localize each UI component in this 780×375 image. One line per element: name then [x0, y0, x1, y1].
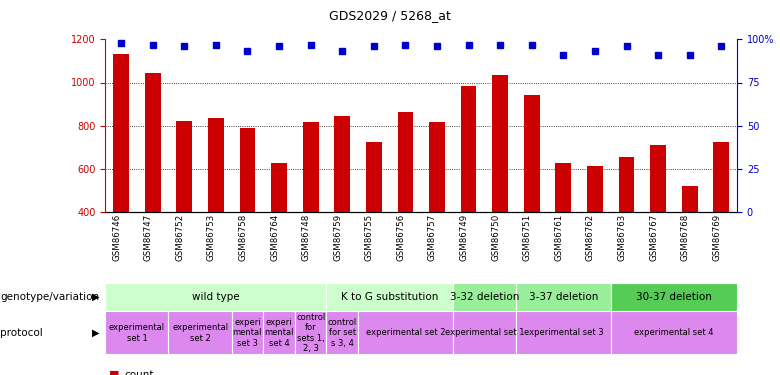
Text: ▶: ▶: [91, 292, 99, 302]
Bar: [176, 122, 192, 298]
Text: GSM86769: GSM86769: [712, 214, 722, 261]
Bar: [264, 311, 295, 354]
Bar: [398, 112, 413, 298]
Text: experimental
set 2: experimental set 2: [172, 323, 228, 342]
Bar: [358, 311, 452, 354]
Text: control
for
sets 1,
2, 3: control for sets 1, 2, 3: [296, 313, 325, 353]
Text: GSM86747: GSM86747: [144, 214, 153, 261]
Text: GSM86752: GSM86752: [176, 214, 184, 261]
Bar: [326, 283, 452, 311]
Text: experimental
set 1: experimental set 1: [109, 323, 165, 342]
Text: GSM86762: GSM86762: [586, 214, 595, 261]
Text: GSM86753: GSM86753: [207, 214, 216, 261]
Text: GSM86749: GSM86749: [459, 214, 469, 261]
Text: experi
mental
set 3: experi mental set 3: [232, 318, 262, 348]
Bar: [271, 164, 287, 298]
Text: GSM86751: GSM86751: [523, 214, 532, 261]
Text: GSM86758: GSM86758: [239, 214, 247, 261]
Text: GSM86757: GSM86757: [428, 214, 437, 261]
Text: 3-32 deletion: 3-32 deletion: [450, 292, 519, 302]
Bar: [714, 142, 729, 298]
Bar: [516, 311, 611, 354]
Bar: [326, 311, 358, 354]
Bar: [239, 128, 255, 298]
Text: control
for set
s 3, 4: control for set s 3, 4: [328, 318, 357, 348]
Bar: [452, 311, 516, 354]
Text: GSM86763: GSM86763: [618, 214, 626, 261]
Bar: [295, 311, 326, 354]
Text: GSM86761: GSM86761: [555, 214, 563, 261]
Text: GSM86755: GSM86755: [365, 214, 374, 261]
Bar: [145, 73, 161, 298]
Bar: [452, 283, 516, 311]
Text: GSM86764: GSM86764: [270, 214, 279, 261]
Bar: [555, 164, 571, 298]
Bar: [492, 75, 508, 298]
Bar: [461, 86, 477, 298]
Bar: [208, 118, 224, 298]
Bar: [303, 122, 318, 298]
Text: experimental set 1: experimental set 1: [445, 328, 524, 338]
Bar: [429, 122, 445, 298]
Text: GSM86768: GSM86768: [681, 214, 690, 261]
Bar: [335, 116, 350, 298]
Text: GSM86750: GSM86750: [491, 214, 500, 261]
Text: GSM86759: GSM86759: [333, 214, 342, 261]
Text: 30-37 deletion: 30-37 deletion: [636, 292, 712, 302]
Text: protocol: protocol: [0, 328, 43, 338]
Bar: [651, 145, 666, 298]
Bar: [366, 142, 381, 298]
Bar: [516, 283, 611, 311]
Text: experimental set 2: experimental set 2: [366, 328, 445, 338]
Text: 3-37 deletion: 3-37 deletion: [529, 292, 598, 302]
Text: experi
mental
set 4: experi mental set 4: [264, 318, 294, 348]
Bar: [611, 311, 737, 354]
Bar: [168, 311, 232, 354]
Text: GSM86746: GSM86746: [112, 214, 121, 261]
Text: genotype/variation: genotype/variation: [0, 292, 99, 302]
Text: GDS2029 / 5268_at: GDS2029 / 5268_at: [329, 9, 451, 22]
Text: GSM86748: GSM86748: [302, 214, 310, 261]
Bar: [105, 283, 326, 311]
Text: K to G substitution: K to G substitution: [341, 292, 438, 302]
Bar: [232, 311, 264, 354]
Text: ▶: ▶: [91, 328, 99, 338]
Bar: [619, 157, 634, 298]
Text: ■: ■: [109, 370, 119, 375]
Text: experimental set 3: experimental set 3: [523, 328, 603, 338]
Bar: [105, 311, 168, 354]
Text: GSM86767: GSM86767: [649, 214, 658, 261]
Text: wild type: wild type: [192, 292, 239, 302]
Bar: [611, 283, 737, 311]
Text: count: count: [125, 370, 154, 375]
Bar: [682, 186, 697, 298]
Bar: [524, 96, 540, 298]
Bar: [113, 54, 129, 298]
Bar: [587, 165, 603, 298]
Text: experimental set 4: experimental set 4: [634, 328, 714, 338]
Text: GSM86756: GSM86756: [396, 214, 406, 261]
